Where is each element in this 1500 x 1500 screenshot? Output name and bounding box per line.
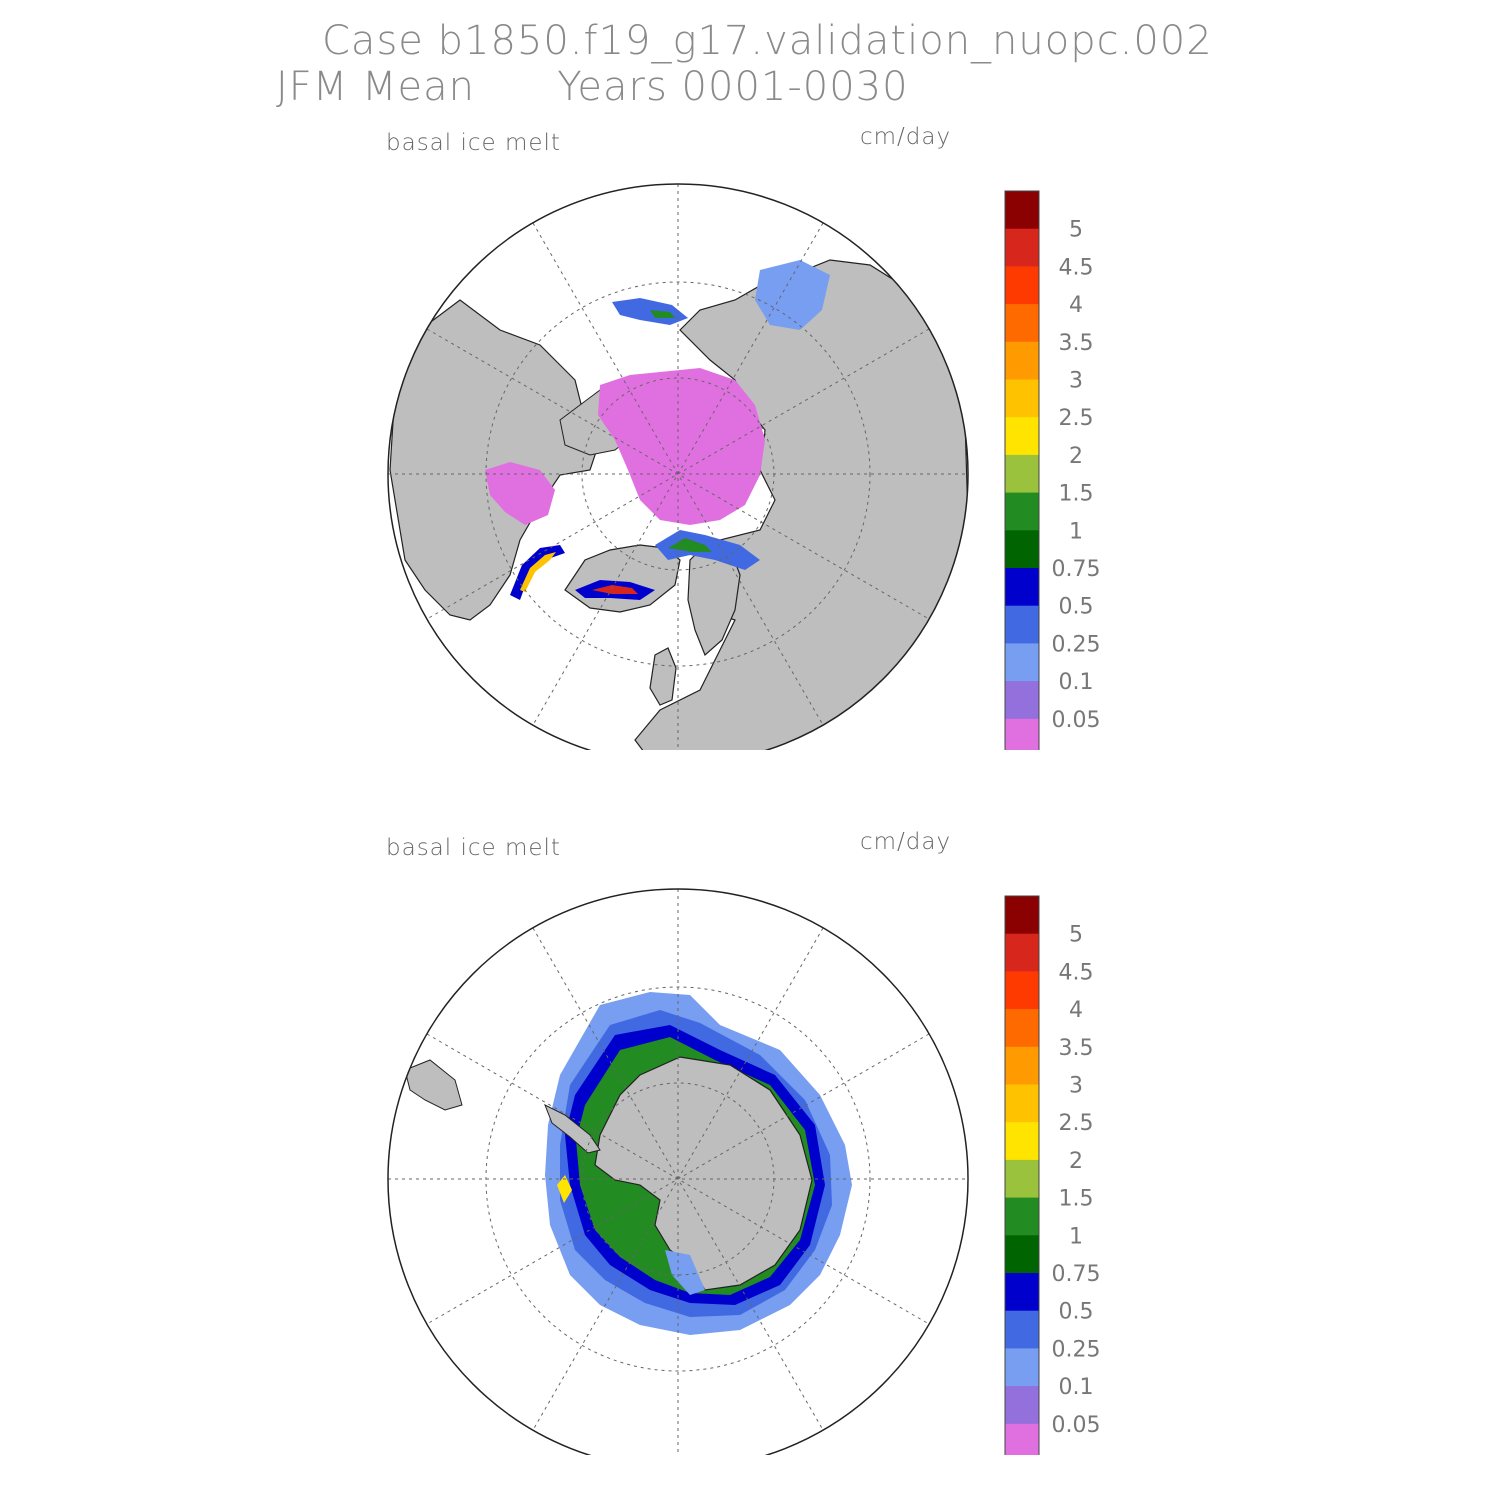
north-america-landmass bbox=[389, 299, 601, 621]
south-panel: 5 4.5 4 3.5 3 2.5 2 1.5 1 0.75 0.5 0.25 0.1 0.05 bbox=[387, 888, 1101, 1455]
south-colorbar-swatch bbox=[1005, 896, 1039, 935]
north-colorbar-swatch bbox=[1005, 718, 1039, 750]
north-colorbar-label: 0.75 bbox=[1052, 557, 1101, 582]
weddell-melt-peak bbox=[557, 1175, 572, 1203]
barents-melt-core bbox=[668, 538, 712, 552]
south-colorbar-swatch bbox=[1005, 1386, 1039, 1425]
south-colorbar-label: 1.5 bbox=[1059, 1187, 1094, 1212]
north-colorbar-swatch bbox=[1005, 643, 1039, 682]
north-colorbar-border bbox=[1004, 190, 1040, 750]
south-colorbar-swatch bbox=[1005, 1423, 1039, 1455]
okhotsk-melt bbox=[612, 298, 688, 325]
south-colorbar-label: 2.5 bbox=[1059, 1111, 1094, 1136]
north-polar-map bbox=[388, 184, 968, 750]
south-map-border bbox=[387, 888, 969, 1455]
south-colorbar-swatch bbox=[1005, 1197, 1039, 1236]
north-colorbar-label: 4 bbox=[1069, 293, 1083, 318]
north-units-label: cm/day bbox=[860, 124, 952, 150]
south-colorbar-swatch bbox=[1005, 1046, 1039, 1085]
greenland-sea-melt-core bbox=[592, 585, 638, 594]
antarctic-peninsula bbox=[544, 1103, 601, 1154]
south-colorbar-swatch bbox=[1005, 1009, 1039, 1048]
south-colorbar: 5 4.5 4 3.5 3 2.5 2 1.5 1 0.75 0.5 0.25 0.1 0.05 bbox=[1004, 895, 1101, 1455]
eurasia-landmass bbox=[634, 259, 968, 750]
north-colorbar-label: 4.5 bbox=[1059, 255, 1094, 280]
north-colorbar-swatch bbox=[1005, 341, 1039, 380]
north-colorbar-label: 1.5 bbox=[1059, 482, 1094, 507]
south-units-label: cm/day bbox=[860, 829, 952, 855]
south-colorbar-label: 5 bbox=[1069, 923, 1083, 948]
north-colorbar-swatch bbox=[1005, 191, 1039, 230]
south-america-tip bbox=[404, 1059, 463, 1111]
north-graticule bbox=[388, 184, 968, 750]
figure-title-period: JFM Mean Years 0001-0030 bbox=[276, 64, 909, 110]
north-colorbar-label: 0.5 bbox=[1059, 595, 1094, 620]
south-colorbar-swatch bbox=[1005, 971, 1039, 1010]
south-colorbar-swatch bbox=[1005, 1084, 1039, 1123]
south-colorbar-label: 0.05 bbox=[1052, 1413, 1101, 1438]
north-colorbar-label: 1 bbox=[1069, 519, 1083, 544]
north-colorbar-label: 2 bbox=[1069, 444, 1083, 469]
north-colorbar-label: 3 bbox=[1069, 369, 1083, 394]
south-colorbar-label: 2 bbox=[1069, 1149, 1083, 1174]
north-colorbar-swatch bbox=[1005, 304, 1039, 343]
south-colorbar-label: 0.75 bbox=[1052, 1262, 1101, 1287]
south-colorbar-swatch bbox=[1005, 1235, 1039, 1274]
south-colorbar-label: 1 bbox=[1069, 1224, 1083, 1249]
hudson-bay-melt bbox=[485, 462, 555, 525]
figure-title-case: Case b1850.f19_g17.validation_nuopc.002 bbox=[322, 18, 1213, 64]
south-variable-label: basal ice melt bbox=[386, 835, 561, 861]
south-graticule bbox=[388, 889, 968, 1455]
ross-sea-melt bbox=[665, 1250, 705, 1295]
north-map-border bbox=[387, 183, 969, 750]
south-colorbar-label: 0.1 bbox=[1059, 1375, 1094, 1400]
south-colorbar-swatch bbox=[1005, 1310, 1039, 1349]
north-colorbar-swatch bbox=[1005, 605, 1039, 644]
south-colorbar-label: 4 bbox=[1069, 998, 1083, 1023]
north-colorbar-label: 0.05 bbox=[1052, 708, 1101, 733]
south-colorbar-label: 3.5 bbox=[1059, 1036, 1094, 1061]
south-colorbar-label: 3 bbox=[1069, 1074, 1083, 1099]
british-isles-landmass bbox=[649, 647, 677, 706]
south-colorbar-label: 0.5 bbox=[1059, 1300, 1094, 1325]
north-colorbar-label: 0.1 bbox=[1059, 670, 1094, 695]
north-colorbar-label: 3.5 bbox=[1059, 331, 1094, 356]
south-colorbar-swatch bbox=[1005, 1348, 1039, 1387]
south-colorbar-label: 4.5 bbox=[1059, 960, 1094, 985]
south-colorbar-label: 0.25 bbox=[1052, 1337, 1101, 1362]
north-colorbar-swatch bbox=[1005, 454, 1039, 494]
north-colorbar-swatch bbox=[1005, 681, 1039, 720]
north-colorbar-swatch bbox=[1005, 266, 1039, 305]
bering-melt bbox=[755, 260, 830, 330]
north-colorbar-swatch bbox=[1005, 379, 1039, 418]
south-colorbar-swatch bbox=[1005, 1273, 1039, 1312]
north-colorbar-label: 2.5 bbox=[1059, 406, 1094, 431]
south-colorbar-swatch bbox=[1005, 1122, 1039, 1161]
north-colorbar-label: 0.25 bbox=[1052, 632, 1101, 657]
north-colorbar-swatch bbox=[1005, 492, 1039, 531]
south-colorbar-swatch bbox=[1005, 1159, 1039, 1199]
labrador-melt-core bbox=[520, 552, 556, 592]
south-colorbar-swatch bbox=[1005, 933, 1039, 972]
north-panel: 5 4.5 4 3.5 3 2.5 2 1.5 1 0.75 0.5 0.25 0.1 0.05 bbox=[387, 183, 1101, 750]
north-colorbar: 5 4.5 4 3.5 3 2.5 2 1.5 1 0.75 0.5 0.25 0.1 0.05 bbox=[1004, 190, 1101, 750]
north-colorbar-label: 5 bbox=[1069, 218, 1083, 243]
north-variable-label: basal ice melt bbox=[386, 130, 561, 156]
north-colorbar-swatch bbox=[1005, 417, 1039, 456]
north-colorbar-swatch bbox=[1005, 568, 1039, 607]
south-polar-map bbox=[388, 889, 968, 1455]
north-colorbar-swatch bbox=[1005, 228, 1039, 267]
north-colorbar-swatch bbox=[1005, 530, 1039, 569]
okhotsk-melt-core bbox=[650, 310, 675, 318]
south-colorbar-border bbox=[1004, 895, 1040, 1455]
